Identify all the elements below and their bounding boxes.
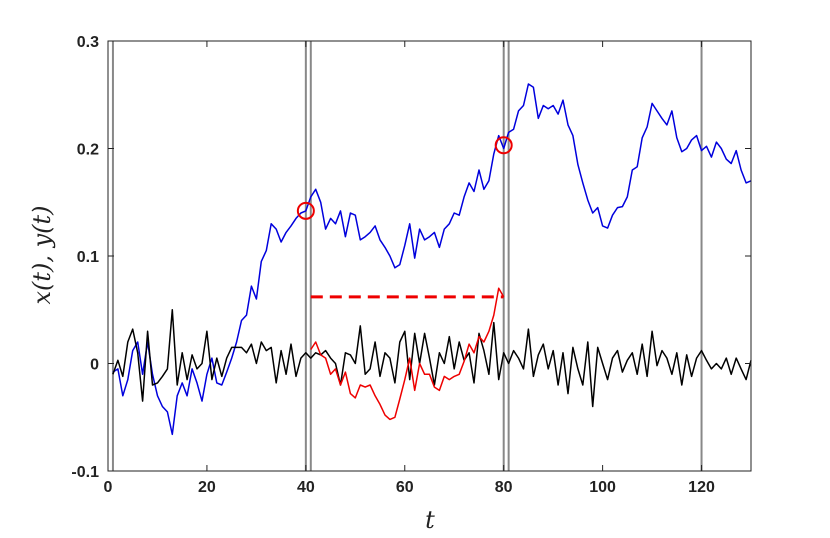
x-tick-label-3: 40: [297, 479, 315, 496]
y-tick-label-5: 0.3: [77, 34, 99, 51]
plot-frame: [107, 40, 752, 472]
series-line-1: [112, 83, 752, 436]
x-tick-label-2: 20: [198, 479, 216, 496]
y-tick-label-1: -0.1: [71, 464, 99, 481]
plot-layer: [111, 41, 752, 471]
y-tick-label-3: 0.1: [77, 249, 99, 266]
y-tick-label-2: 0: [90, 357, 99, 374]
x-tick-label-7: 120: [688, 479, 715, 496]
tick-layer: 0 20 40 60 80 100 120 -0.1 0 0.1 0.2 0.3: [71, 34, 751, 496]
x-tick-label-4: 60: [396, 479, 414, 496]
series-line-3: [310, 287, 505, 421]
y-tick-label-4: 0.2: [77, 142, 99, 159]
x-tick-label-5: 80: [495, 479, 513, 496]
circle-marker-1: [296, 201, 315, 220]
circle-marker-2: [494, 136, 513, 155]
x-axis-label: t: [425, 506, 435, 534]
x-tick-label-1: 0: [104, 479, 113, 496]
x-tick-label-6: 100: [589, 479, 616, 496]
series-line-2: [112, 309, 752, 408]
y-axis-label: x(t), y(t): [28, 205, 56, 304]
